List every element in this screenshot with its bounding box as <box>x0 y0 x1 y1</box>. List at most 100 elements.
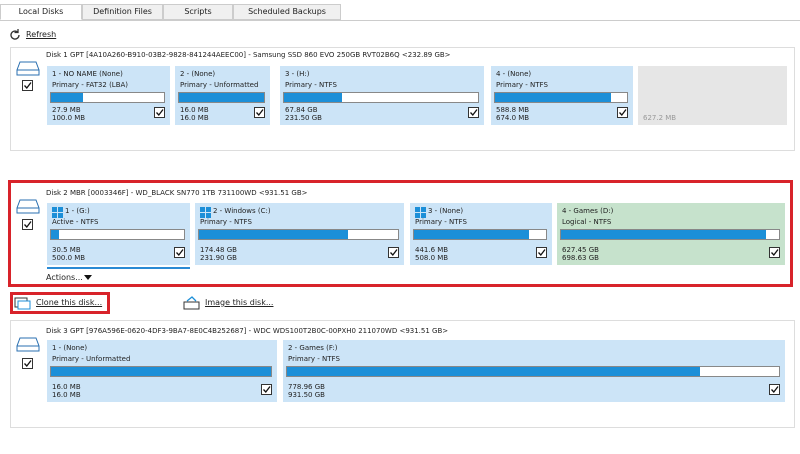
partition[interactable]: 2 - (None) Primary - Unformatted 16.0 MB 16… <box>175 66 270 125</box>
disk-icon <box>16 60 40 76</box>
unallocated-space[interactable]: 627.2 MB <box>638 66 787 125</box>
disk-header: Disk 2 MBR [0003346F] - WD_BLACK SN770 1… <box>46 189 308 197</box>
total-size: 231.50 GB <box>285 114 322 122</box>
partition-type: Primary - Unformatted <box>180 81 259 89</box>
checkbox[interactable] <box>254 107 265 118</box>
checkbox[interactable] <box>261 384 272 395</box>
tab[interactable]: Local Disks <box>0 4 82 20</box>
checkbox[interactable] <box>769 384 780 395</box>
checkbox[interactable] <box>22 80 33 91</box>
windows-icon <box>200 207 211 218</box>
check-mark <box>24 360 32 368</box>
partition-type: Primary - NTFS <box>415 218 467 226</box>
total-size: 16.0 MB <box>180 114 209 122</box>
image-link[interactable]: Image this disk... <box>205 298 274 307</box>
checkbox[interactable] <box>174 247 185 258</box>
check-mark <box>538 249 546 257</box>
partition-label: 4 - (None) <box>496 70 532 78</box>
check-mark <box>156 109 164 117</box>
total-size: 231.90 GB <box>200 254 237 262</box>
tab[interactable]: Scripts <box>163 4 233 20</box>
used-size: 30.5 MB <box>52 246 81 254</box>
check-mark <box>619 109 627 117</box>
total-size: 16.0 MB <box>52 391 81 399</box>
used-size: 16.0 MB <box>180 106 209 114</box>
usage-bar <box>50 229 185 240</box>
tab[interactable]: Scheduled Backups <box>233 4 341 20</box>
partition-type: Primary - Unformatted <box>52 355 131 363</box>
partition[interactable]: 1 - (None) Primary - Unformatted 16.0 MB 16… <box>47 340 277 402</box>
usage-fill <box>284 93 343 102</box>
disk-header: Disk 3 GPT [976A596E-0620-4DF3-9BA7-8E0C… <box>46 327 449 335</box>
usage-bar <box>286 366 780 377</box>
dropdown-arrow <box>84 275 92 281</box>
usage-bar <box>198 229 399 240</box>
usage-bar <box>50 92 165 103</box>
partition-type: Logical - NTFS <box>562 218 612 226</box>
used-size: 67.84 GB <box>285 106 318 114</box>
usage-fill <box>287 367 701 376</box>
partition[interactable]: 3 - (H:) Primary - NTFS 67.84 GB 231.50 GB <box>280 66 484 125</box>
usage-fill <box>561 230 766 239</box>
checkbox[interactable] <box>22 358 33 369</box>
partition-type: Primary - NTFS <box>200 218 252 226</box>
partition-label: 3 - (None) <box>428 207 464 215</box>
partition[interactable]: 2 - Games (F:) Primary - NTFS 778.96 GB 931… <box>283 340 785 402</box>
usage-bar <box>283 92 479 103</box>
usage-fill <box>495 93 612 102</box>
check-mark <box>176 249 184 257</box>
checkbox[interactable] <box>769 247 780 258</box>
total-size: 931.50 GB <box>288 391 325 399</box>
tab[interactable]: Definition Files <box>82 4 163 20</box>
usage-bar <box>494 92 628 103</box>
clone-icon <box>14 297 31 310</box>
used-size: 778.96 GB <box>288 383 325 391</box>
partition[interactable]: 4 - (None) Primary - NTFS 588.8 MB 674.0 MB <box>491 66 633 125</box>
check-mark <box>24 82 32 90</box>
drive-glyph <box>16 199 40 214</box>
check-mark <box>390 249 398 257</box>
checkbox[interactable] <box>154 107 165 118</box>
actions-menu[interactable]: Actions... <box>46 273 83 282</box>
refresh-link[interactable]: Refresh <box>26 30 57 39</box>
partition-type: Primary - NTFS <box>496 81 548 89</box>
partition[interactable]: 1 - (G:) Active - NTFS 30.5 MB 500.0 MB <box>47 203 190 265</box>
partition-label: 2 - (None) <box>180 70 216 78</box>
total-size: 500.0 MB <box>52 254 86 262</box>
highlight-box <box>10 292 110 314</box>
windows-glyph <box>200 207 211 218</box>
partition[interactable]: 1 - NO NAME (None) Primary - FAT32 (LBA) 2… <box>47 66 170 125</box>
partition-label: 2 - Windows (C:) <box>213 207 271 215</box>
check-mark <box>24 221 32 229</box>
used-size: 588.8 MB <box>496 106 530 114</box>
checkbox[interactable] <box>536 247 547 258</box>
windows-icon <box>52 207 63 218</box>
used-size: 16.0 MB <box>52 383 81 391</box>
windows-glyph <box>415 207 426 218</box>
checkbox[interactable] <box>617 107 628 118</box>
disk-icon <box>16 198 40 214</box>
partition-label: 1 - (None) <box>52 344 88 352</box>
usage-fill <box>199 230 349 239</box>
partition[interactable]: 4 - Games (D:) Logical - NTFS 627.45 GB 698… <box>557 203 785 265</box>
checkbox[interactable] <box>388 247 399 258</box>
used-size: 174.48 GB <box>200 246 237 254</box>
usage-bar <box>50 366 272 377</box>
checkbox[interactable] <box>22 219 33 230</box>
disk-icon <box>16 336 40 352</box>
tab-strip-line <box>0 20 800 21</box>
disk-panel <box>10 320 795 428</box>
disk-header: Disk 1 GPT [4A10A260-B910-03B2-9828-8412… <box>46 51 451 59</box>
partition[interactable]: 2 - Windows (C:) Primary - NTFS 174.48 GB 2… <box>195 203 404 265</box>
usage-fill <box>51 230 59 239</box>
unallocated-size: 627.2 MB <box>643 114 677 122</box>
arrow-glyph <box>84 275 92 280</box>
partition-type: Primary - FAT32 (LBA) <box>52 81 129 89</box>
partition[interactable]: 3 - (None) Primary - NTFS 441.6 MB 508.0 MB <box>410 203 552 265</box>
check-mark <box>470 109 478 117</box>
partition-type: Primary - NTFS <box>285 81 337 89</box>
clone-link[interactable]: Clone this disk... <box>36 298 103 307</box>
partition-type: Primary - NTFS <box>288 355 340 363</box>
checkbox[interactable] <box>468 107 479 118</box>
